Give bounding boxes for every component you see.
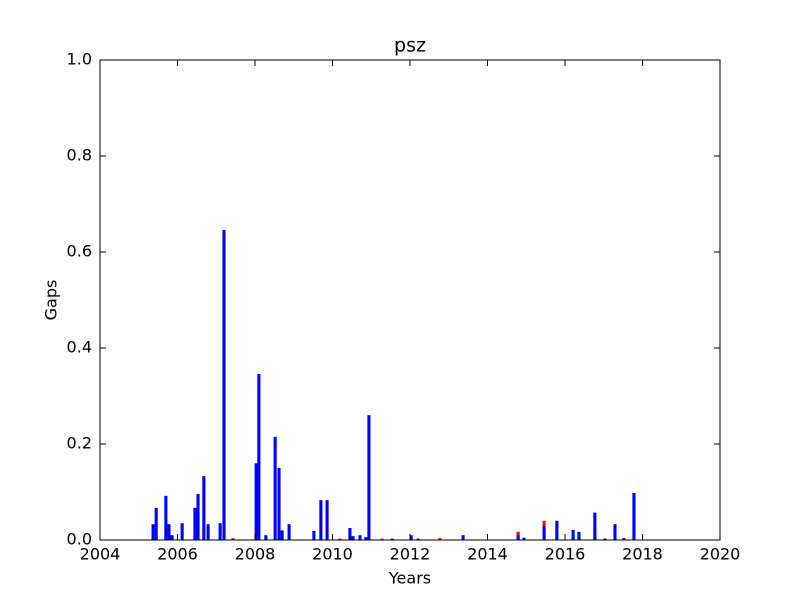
bar (364, 537, 368, 540)
bar (416, 538, 420, 540)
bar (593, 512, 597, 540)
bar (196, 493, 200, 540)
y-tick-label: 0.4 (67, 338, 92, 357)
x-tick-label: 2014 (467, 545, 508, 564)
bar (280, 530, 284, 540)
x-tick-label: 2006 (157, 545, 198, 564)
bar (367, 415, 371, 540)
y-tick-label: 0.0 (67, 530, 92, 549)
chart-title: psz (394, 35, 426, 57)
bar (571, 529, 575, 540)
x-tick-label: 2020 (700, 545, 741, 564)
bar (522, 537, 526, 540)
bar (164, 495, 168, 540)
bar (325, 500, 329, 540)
bar (348, 528, 352, 540)
bar (312, 530, 316, 540)
bar (206, 524, 210, 540)
bar (257, 373, 261, 540)
bar (287, 524, 291, 540)
bar (154, 507, 158, 540)
bar (218, 523, 222, 540)
bar (273, 436, 277, 540)
bar (231, 538, 235, 540)
bar (277, 468, 281, 540)
x-tick-label: 2004 (80, 545, 121, 564)
y-axis-label: Gaps (42, 280, 61, 321)
x-tick-label: 2008 (235, 545, 276, 564)
bar (338, 538, 342, 540)
bar (390, 538, 394, 540)
bar (516, 535, 520, 540)
bar (461, 535, 465, 540)
plot-frame (99, 59, 721, 541)
bar (632, 492, 636, 540)
x-tick-label: 2010 (312, 545, 353, 564)
bar (264, 535, 268, 540)
x-tick-label: 2012 (390, 545, 431, 564)
bar (319, 500, 323, 540)
bar (222, 229, 226, 541)
bar (622, 538, 626, 540)
bar (603, 538, 607, 540)
bar (555, 520, 559, 540)
bar (254, 463, 258, 540)
bar (613, 524, 617, 540)
bar (438, 538, 442, 540)
bar (151, 524, 155, 540)
bar (167, 524, 171, 540)
bar (180, 523, 184, 540)
bar (577, 531, 581, 540)
bar (202, 476, 206, 540)
bar (193, 507, 197, 540)
bar (351, 536, 355, 540)
x-axis-label: Years (388, 569, 431, 588)
bar (409, 535, 413, 540)
x-tick-label: 2016 (545, 545, 586, 564)
bar (542, 526, 546, 540)
bar (170, 535, 174, 540)
y-tick-label: 0.8 (67, 146, 92, 165)
y-tick-label: 0.2 (67, 434, 92, 453)
x-tick-label: 2018 (622, 545, 663, 564)
y-tick-label: 0.6 (67, 242, 92, 261)
bar (380, 538, 384, 540)
y-tick-label: 1.0 (67, 50, 92, 69)
bar (358, 535, 362, 540)
